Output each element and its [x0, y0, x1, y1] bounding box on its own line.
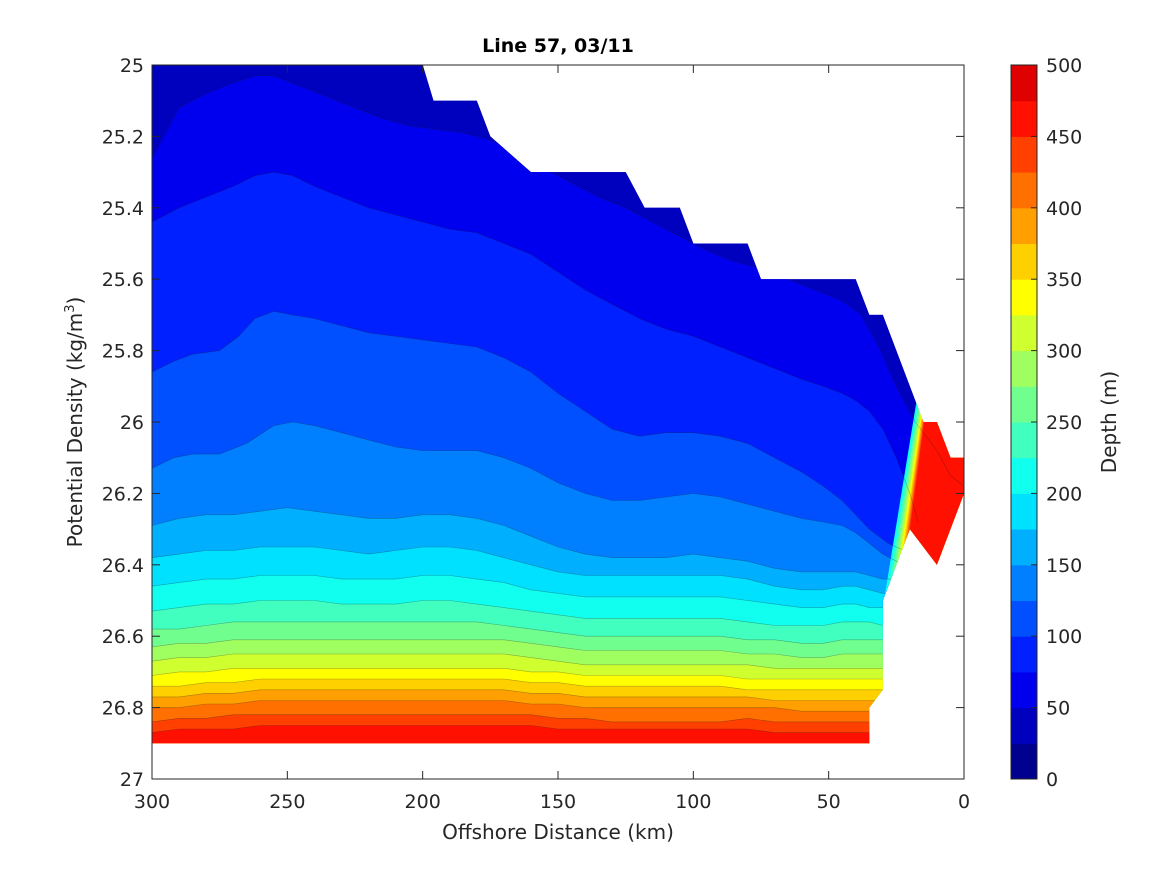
isoline-75	[152, 171, 919, 523]
y-tick-label: 26	[120, 412, 144, 434]
colorbar-segment-375	[1011, 207, 1037, 244]
colorbar-tick-label: 300	[1046, 341, 1082, 363]
y-axis-label: Potential Density (kg/m3)	[63, 297, 87, 548]
colorbar-segment-75	[1011, 636, 1037, 673]
colorbar-segment-475	[1011, 65, 1037, 102]
x-tick-label: 300	[134, 791, 170, 813]
y-axis-label-main: Potential Density (kg/m	[63, 313, 87, 548]
colorbar-tick-label: 250	[1046, 412, 1082, 434]
isoline-250	[152, 621, 883, 644]
chart-title: Line 57, 03/11	[482, 35, 634, 57]
colorbar-segment-250	[1011, 386, 1037, 423]
isoline-150	[152, 507, 897, 580]
colorbar-tick-label: 450	[1046, 126, 1082, 148]
colorbar-segment-200	[1011, 457, 1037, 494]
colorbar-tick-label: 500	[1046, 55, 1082, 77]
y-axis-label-superscript: 3	[63, 304, 78, 312]
isoline-175	[152, 546, 891, 594]
isoline-100	[152, 310, 905, 551]
colorbar-label: Depth (m)	[1097, 371, 1121, 473]
colorbar-ticks: 0 50 100 150 200 250 300 350 400 450 500	[1031, 55, 1082, 791]
isoline-425	[152, 714, 883, 723]
isoline-275	[152, 639, 883, 658]
x-tick-label: 0	[958, 791, 970, 813]
y-axis-label-close: )	[63, 297, 87, 305]
isoline-450	[152, 725, 883, 733]
colorbar-segment-450	[1011, 100, 1037, 137]
isoline-125	[152, 421, 905, 566]
colorbar-segment-275	[1011, 350, 1037, 387]
y-tick-label: 26.4	[102, 555, 144, 577]
x-tick-label: 50	[817, 791, 841, 813]
y-tick-label: 25.4	[102, 198, 144, 220]
colorbar-segment-0	[1011, 743, 1037, 780]
colorbar-segment-175	[1011, 493, 1037, 530]
colorbar-segment-350	[1011, 243, 1037, 280]
colorbar-segment-150	[1011, 529, 1037, 566]
colorbar-segment-100	[1011, 600, 1037, 637]
y-tick-label: 26.6	[102, 626, 144, 648]
y-tick-label: 26.2	[102, 483, 144, 505]
contour-lines	[152, 65, 964, 733]
isoline-325	[152, 668, 883, 680]
colorbar-tick-label: 150	[1046, 555, 1082, 577]
colorbar-tick-label: 0	[1046, 769, 1058, 791]
colorbar-tick-label: 200	[1046, 483, 1082, 505]
colorbar-segment-300	[1011, 314, 1037, 352]
colorbar-segment-25	[1011, 707, 1037, 744]
contour-band-200	[152, 65, 964, 744]
isoline-400	[152, 700, 883, 712]
colorbar-tick-label: 400	[1046, 198, 1082, 220]
y-tick-label: 25.8	[102, 341, 144, 363]
y-tick-label: 27	[120, 769, 144, 791]
isoline-50	[152, 75, 964, 487]
x-tick-label: 100	[675, 791, 711, 813]
colorbar-segment-50	[1011, 671, 1037, 709]
colorbar	[1011, 65, 1037, 780]
x-tick-label: 250	[269, 791, 305, 813]
colorbar-tick-label: 350	[1046, 269, 1082, 291]
x-axis-label: Offshore Distance (km)	[442, 820, 674, 844]
colorbar-tick-label: 50	[1046, 698, 1070, 720]
x-axis: 300 250 200 150 100 50 0	[134, 65, 970, 813]
colorbar-segment-125	[1011, 564, 1037, 601]
colorbar-segment-400	[1011, 172, 1037, 209]
colorbar-segment-325	[1011, 279, 1037, 316]
isoline-375	[152, 689, 883, 701]
isoline-350	[152, 678, 883, 691]
y-tick-label: 25	[120, 55, 144, 77]
colorbar-segment-425	[1011, 136, 1037, 173]
isoline-300	[152, 653, 883, 669]
y-tick-label: 25.6	[102, 269, 144, 291]
isoline-200	[152, 575, 883, 608]
colorbar-segment-225	[1011, 422, 1037, 459]
y-tick-label: 26.8	[102, 698, 144, 720]
y-tick-label: 25.2	[102, 126, 144, 148]
isoline-225	[152, 600, 883, 626]
y-axis: 25 25.2 25.4 25.6 25.8 26 26.2 26.4 26.6 26.8 27	[102, 55, 964, 791]
x-tick-label: 200	[405, 791, 441, 813]
x-tick-label: 150	[540, 791, 576, 813]
colorbar-tick-label: 100	[1046, 626, 1082, 648]
